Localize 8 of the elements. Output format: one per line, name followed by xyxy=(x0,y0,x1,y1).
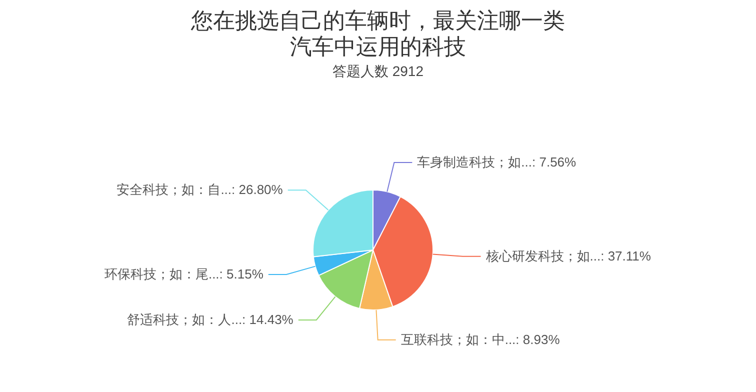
chart-subtitle: 答题人数 2912 xyxy=(332,63,424,79)
slice-label: 安全科技；如：自...: 26.80% xyxy=(116,182,284,198)
slice-label: 舒适科技；如：人...: 14.43% xyxy=(127,312,294,327)
slice-label: 互联科技；如：中...: 8.93% xyxy=(400,332,560,347)
slice-label: 车身制造科技；如...: 7.56% xyxy=(417,154,577,170)
slice-label: 环保科技；如：尾...: 5.15% xyxy=(104,266,264,282)
chart-title: 您在挑选自己的车辆时，最关注哪一类汽车中运用的科技 xyxy=(190,8,565,59)
slice-label: 核心研发科技；如...: 37.11% xyxy=(484,248,652,264)
